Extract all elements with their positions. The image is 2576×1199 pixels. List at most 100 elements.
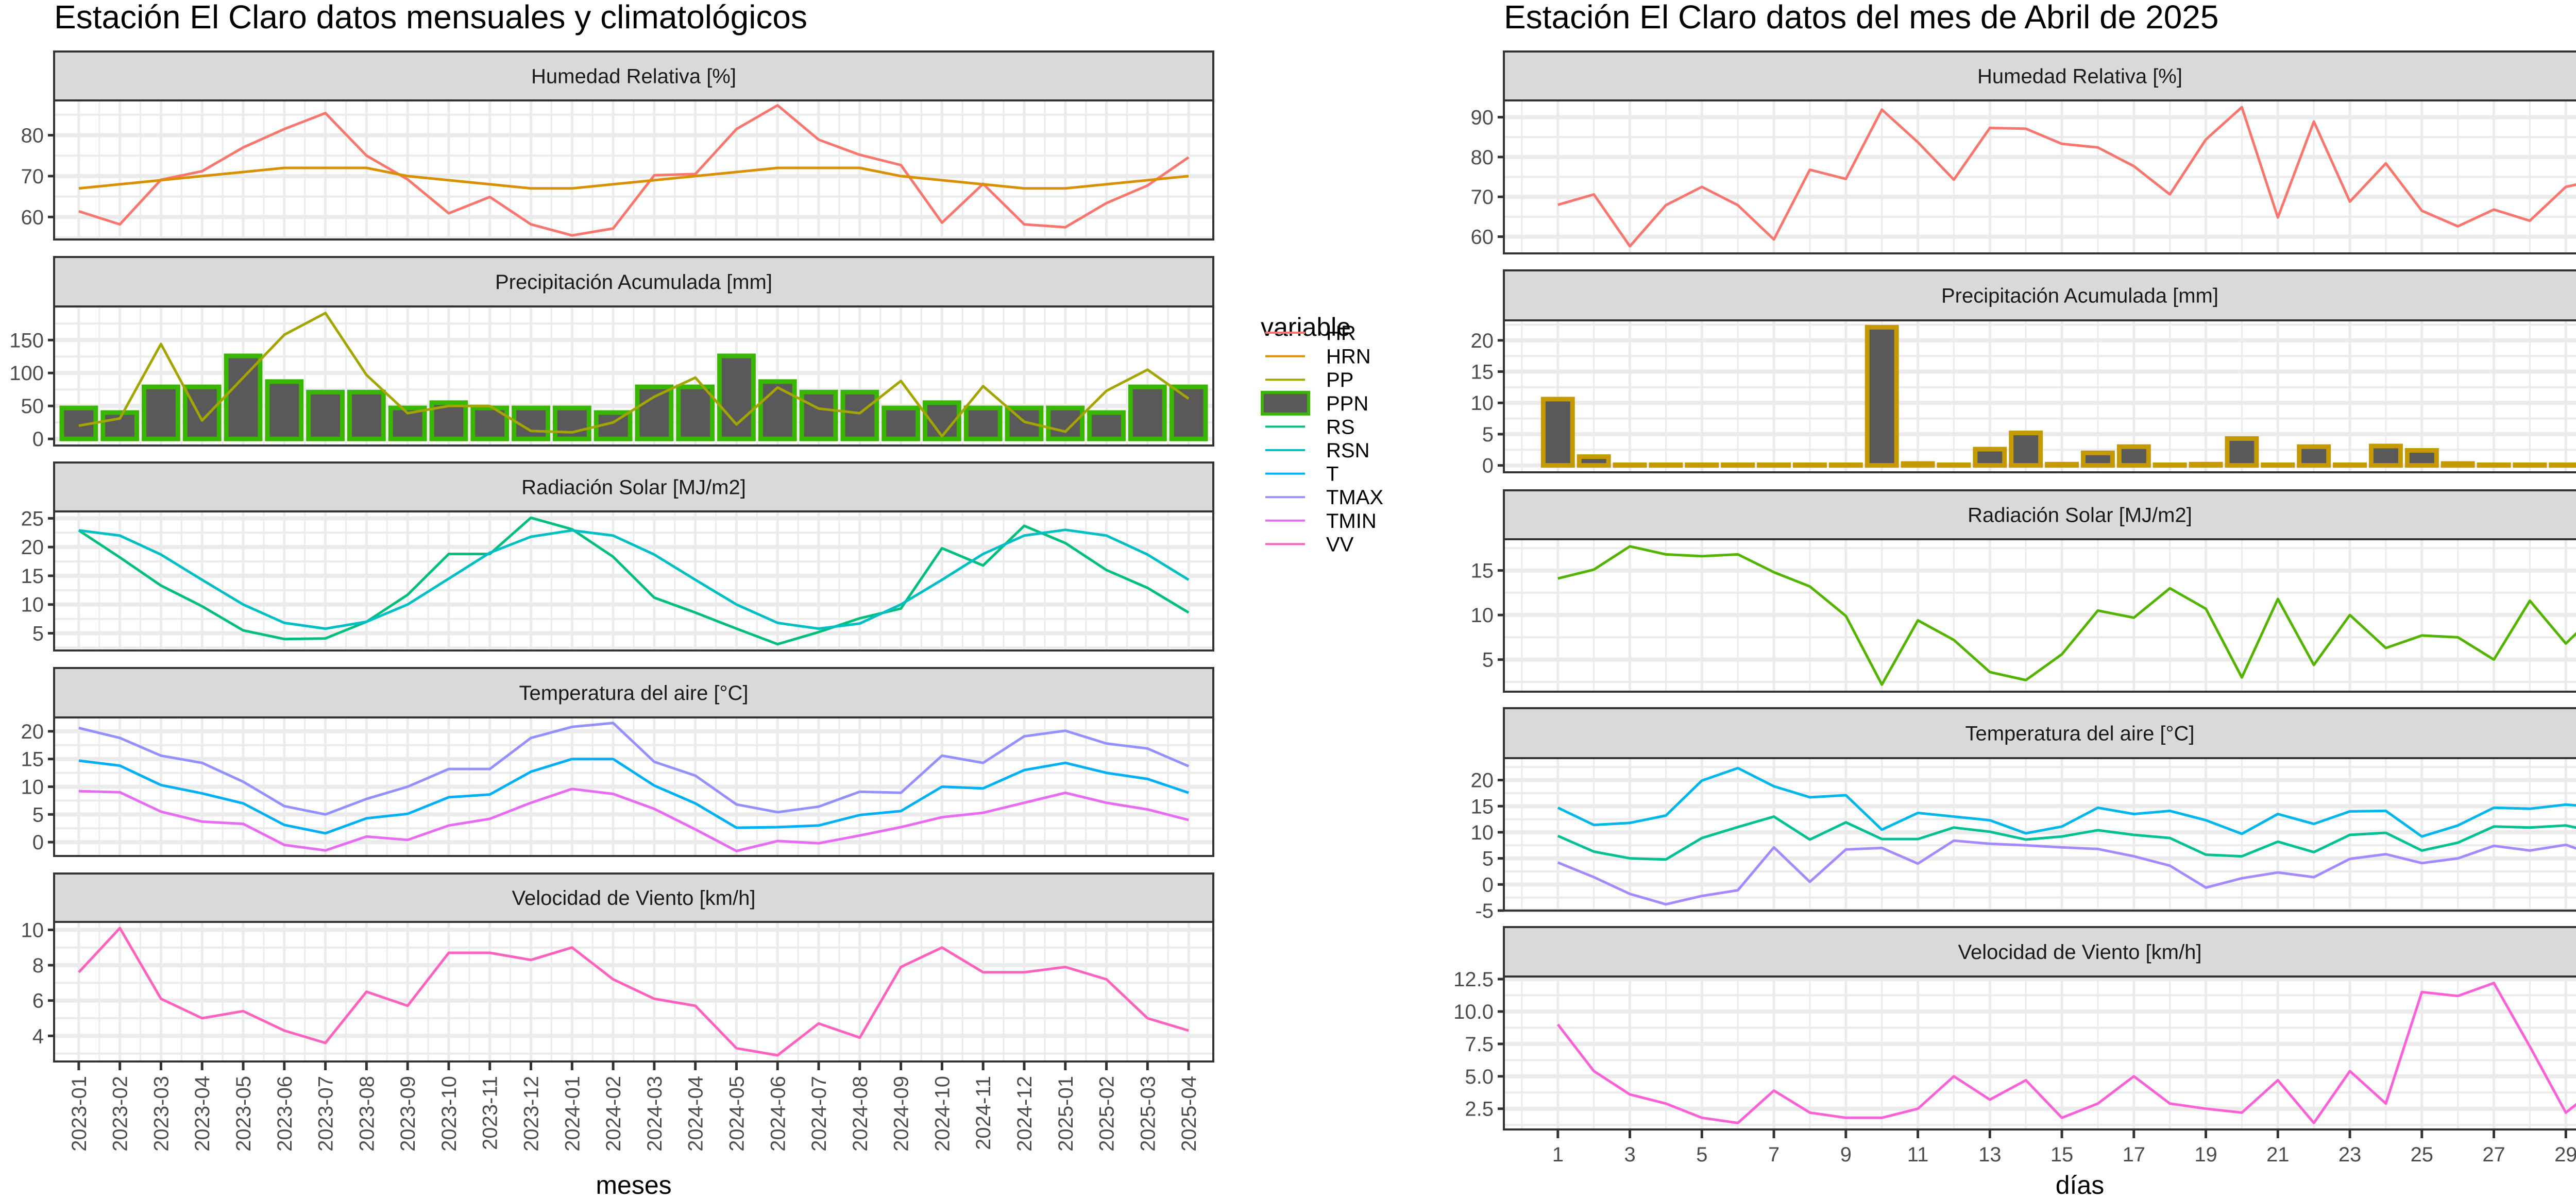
bar-ppn [717, 353, 756, 441]
x-tick-label: 3 [1624, 1143, 1635, 1166]
facet-strip-label: Precipitación Acumulada [mm] [495, 271, 772, 294]
y-tick-label: 8 [32, 954, 44, 977]
bar-ppn [799, 389, 838, 441]
x-tick-label: 11 [1907, 1143, 1929, 1166]
bar-pp [1865, 324, 1899, 468]
facet-strip [53, 872, 1214, 923]
series-t [1557, 815, 2576, 861]
panel-precipitaci-n-acumulada-mm: Precipitación Acumulada [mm] 0 50 100 150 [9, 256, 1214, 451]
monthly-figure: Humedad Relativa [%]607080Precipitación … [9, 50, 1214, 1152]
legend-item-tmin: TMIN [1265, 510, 1377, 533]
bar-pp [2116, 444, 2151, 468]
gridlines [54, 511, 1213, 650]
left-legend-title: variable [1261, 313, 1351, 341]
x-tick-label: 2025-03 [1137, 1076, 1159, 1152]
y-tick-label: 60 [21, 206, 44, 229]
facet-strip-label: Velocidad de Viento [km/h] [512, 887, 756, 910]
facet-strip [1503, 926, 2576, 978]
y-tick-label: 50 [21, 395, 44, 418]
panel-humedad-relativa: Humedad Relativa [%] 60 70 80 [21, 50, 1214, 241]
y-tick-label: 5 [32, 803, 44, 826]
bar-pp [2189, 461, 2223, 468]
y-tick-label: 15 [1471, 795, 1494, 818]
x-tick-label: 2023-07 [315, 1076, 337, 1152]
y-tick-label: 10 [1471, 604, 1494, 627]
facet-strip [1503, 50, 2576, 101]
x-tick-label: 17 [2123, 1143, 2146, 1166]
line-rsn [78, 528, 1190, 630]
series-vv [78, 927, 1189, 1057]
x-tick-label: 29 [2554, 1143, 2576, 1166]
legend-label: RSN [1326, 439, 1369, 462]
bar-pp [1901, 461, 1935, 468]
facet-strip [53, 461, 1214, 512]
legend-key-bar [1261, 390, 1310, 416]
gridlines [1504, 320, 2576, 472]
panel-temperatura-del-aire-c: Temperatura del aire [°C] 0 5 10 15 20 [21, 667, 1214, 857]
y-tick-label: 20 [1471, 330, 1494, 352]
gridlines [1504, 977, 2576, 1129]
series-tmin [1557, 839, 2576, 906]
x-tick-label: 25 [2411, 1143, 2434, 1166]
y-tick-label: 70 [21, 165, 44, 188]
x-tick-label: 2023-06 [274, 1076, 296, 1152]
y-tick-label: 10 [21, 776, 44, 799]
legend-item-tmax: TMAX [1265, 486, 1383, 509]
series-vv [1556, 982, 2576, 1124]
x-tick-label: 1 [1552, 1143, 1564, 1166]
daily-figure: Humedad Relativa [%]60708090Precipitació… [1453, 50, 2576, 1166]
bar-ppn [1087, 410, 1126, 441]
series-tmax [78, 722, 1190, 816]
y-tick-label: 5 [1482, 848, 1494, 870]
panel-radiaci-n-solar-mj-m2: Radiación Solar [MJ/m2] 5 10 15 20 25 [21, 461, 1214, 652]
bar-pp [2045, 461, 2079, 468]
line-t [1557, 815, 2576, 861]
facet-strip-label: Precipitación Acumulada [mm] [1941, 285, 2218, 307]
series-pp [78, 312, 1190, 438]
line-tmax [78, 722, 1190, 816]
panel-precipitaci-n-acumulada-mm: Precipitación Acumulada [mm] 0 5 10 15 20 [1471, 269, 2576, 477]
legend-item-pp: PP [1265, 369, 1353, 391]
line-tmin [1557, 839, 2576, 906]
line-tmin [78, 787, 1189, 852]
x-tick-label: 2024-02 [602, 1076, 625, 1152]
series-pp [1540, 324, 2576, 468]
panel-velocidad-de-viento-km-h: Velocidad de Viento [km/h] 2.5 5.0 7.5 10.0 1… [1453, 926, 2576, 1131]
x-tick-label: 9 [1840, 1143, 1852, 1166]
x-tick-label: 2024-05 [725, 1076, 748, 1152]
x-tick-label: 2023-03 [150, 1076, 173, 1152]
bar-ppn [1169, 384, 1208, 441]
line-hr [1557, 106, 2576, 248]
facet-strip [53, 256, 1214, 307]
bar-pp [2080, 450, 2115, 468]
x-tick-label: 2023-04 [191, 1076, 214, 1152]
y-tick-label: 20 [21, 536, 44, 559]
line-hrn [78, 166, 1189, 190]
bar-ppn [635, 384, 674, 441]
x-tick-label: 19 [2194, 1143, 2217, 1166]
y-tick-label: 5 [32, 623, 44, 645]
line-tmax [1557, 766, 2576, 838]
y-tick-label: -5 [1475, 900, 1494, 922]
y-tick-label: 80 [21, 125, 44, 147]
x-tick-label: 21 [2266, 1143, 2290, 1166]
series-hr [78, 104, 1190, 237]
bar-pp [2297, 444, 2331, 468]
x-tick-label: 2023-01 [68, 1076, 91, 1152]
series-rs [1557, 545, 2576, 686]
right-figure-title: Estación El Claro datos del mes de Abril… [1504, 0, 2218, 36]
x-tick-label: 2023-11 [479, 1076, 502, 1150]
y-tick-label: 10 [21, 919, 44, 941]
bar-ppn [224, 353, 263, 441]
x-tick-label: 5 [1696, 1143, 1707, 1166]
x-tick-label: 2024-12 [1013, 1076, 1036, 1152]
y-tick-label: 20 [1471, 769, 1494, 792]
bar-pp [2009, 431, 2043, 468]
facet-strip-label: Radiación Solar [MJ/m2] [521, 476, 746, 499]
bar-pp [2441, 461, 2475, 468]
line-vv [78, 927, 1189, 1057]
y-tick-label: 15 [21, 748, 44, 771]
y-tick-label: 20 [21, 721, 44, 743]
y-tick-label: 80 [1471, 146, 1494, 169]
